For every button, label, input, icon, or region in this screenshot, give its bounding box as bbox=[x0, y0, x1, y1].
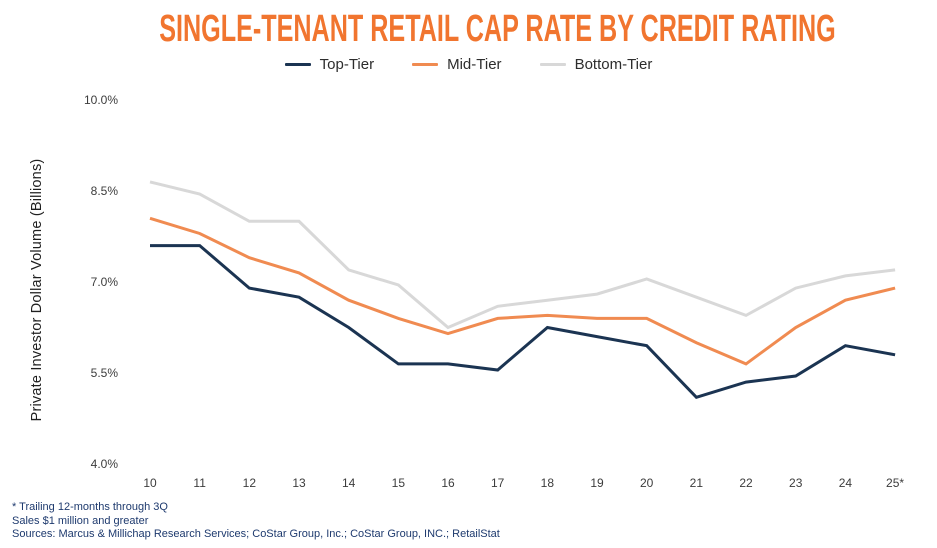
y-tick-label: 10.0% bbox=[83, 93, 118, 107]
x-tick-label: 13 bbox=[292, 476, 306, 490]
legend-line-swatch-icon bbox=[539, 62, 566, 66]
y-tick-label: 4.0% bbox=[90, 457, 118, 472]
series-line-mid-tier bbox=[149, 216, 896, 366]
series-line-top-tier bbox=[150, 244, 896, 400]
x-tick-label: 14 bbox=[341, 476, 356, 490]
legend: Top-Tier Mid-Tier Bottom-Tier bbox=[0, 54, 937, 74]
x-tick-label: 24 bbox=[838, 476, 853, 490]
legend-line-swatch-icon bbox=[284, 62, 311, 66]
legend-label: Top-Tier bbox=[319, 55, 375, 73]
chart-title-wrap: SINGLE-TENANT RETAIL CAP RATE BY CREDIT … bbox=[0, 8, 937, 50]
x-tick-label: 20 bbox=[640, 476, 654, 490]
legend-line-swatch-icon bbox=[412, 62, 439, 66]
x-tick-label: 19 bbox=[590, 476, 604, 490]
y-tick-label: 7.0% bbox=[90, 275, 118, 289]
x-tick-label: 22 bbox=[739, 476, 753, 490]
legend-label: Mid-Tier bbox=[447, 55, 502, 73]
footnote-line: * Trailing 12-months through 3Q bbox=[12, 501, 168, 513]
series-line-bottom-tier bbox=[149, 180, 896, 330]
chart-title: SINGLE-TENANT RETAIL CAP RATE BY CREDIT … bbox=[159, 7, 836, 50]
legend-item-mid-tier: Mid-Tier bbox=[412, 55, 502, 73]
x-tick-label: 11 bbox=[193, 476, 206, 490]
x-tick-label: 25* bbox=[886, 476, 905, 490]
x-tick-label: 23 bbox=[789, 476, 803, 490]
y-tick-label: 5.5% bbox=[90, 366, 118, 380]
footnote-line: Sources: Marcus & Millichap Research Ser… bbox=[12, 528, 500, 540]
x-tick-label: 21 bbox=[689, 476, 704, 490]
x-tick-label: 17 bbox=[491, 476, 505, 490]
x-tick-label: 15 bbox=[391, 476, 406, 490]
x-tick-label: 18 bbox=[540, 476, 555, 490]
x-tick-label: 12 bbox=[242, 476, 256, 490]
y-tick-label: 8.5% bbox=[90, 184, 118, 198]
legend-item-top-tier: Top-Tier bbox=[284, 55, 375, 73]
footnotes: * Trailing 12-months through 3Q Sales $1 … bbox=[12, 501, 500, 542]
x-tick-label: 16 bbox=[441, 476, 455, 490]
legend-item-bottom-tier: Bottom-Tier bbox=[539, 55, 653, 73]
legend-label: Bottom-Tier bbox=[574, 55, 653, 73]
footnote-line: Sales $1 million and greater bbox=[12, 514, 149, 527]
x-tick-label: 10 bbox=[143, 476, 157, 490]
